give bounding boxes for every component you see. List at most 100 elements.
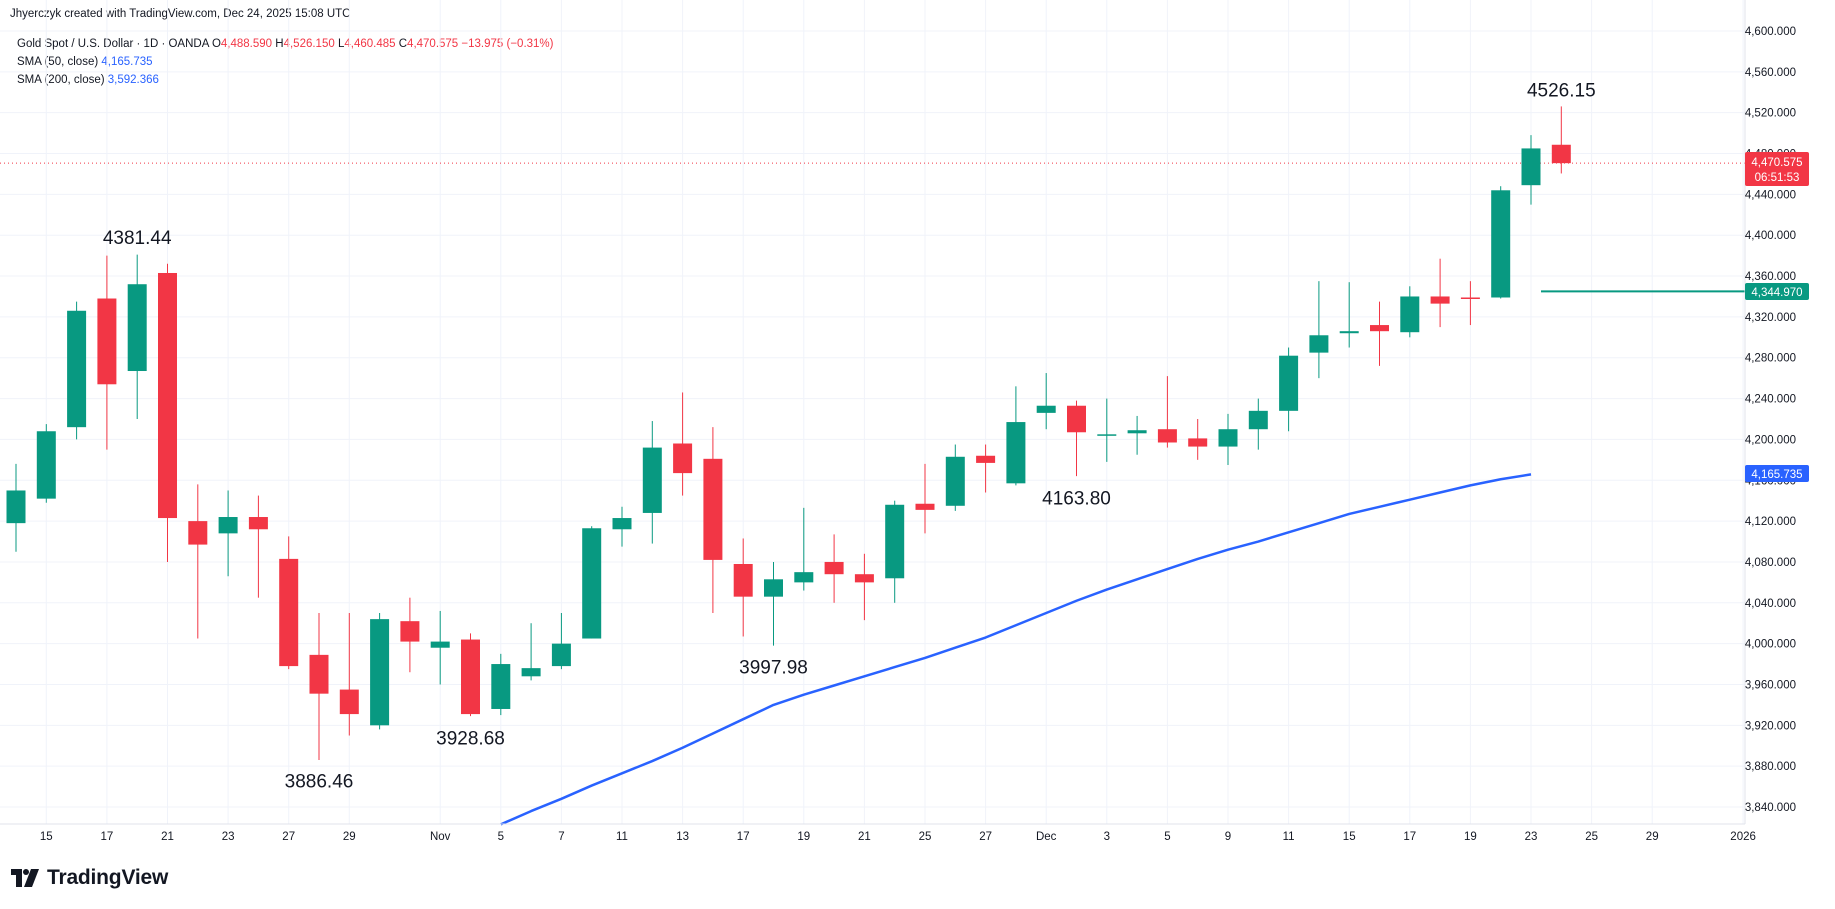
candle [430,610,450,685]
chart-attribution: Jhyerczyk created with TradingView.com, … [10,8,351,20]
y-tick-label: 4,400.000 [1745,230,1796,242]
candle [400,597,420,673]
candle-body [642,447,662,513]
y-tick-label: 4,280.000 [1745,353,1796,365]
candle-body [945,456,965,506]
candle [67,301,87,440]
candle [976,444,996,493]
price-annotation: 3886.46 [285,772,354,793]
x-tick-label: 23 [222,831,235,843]
x-tick-label: 19 [1464,831,1477,843]
x-tick-label: 27 [979,831,992,843]
candle [1036,373,1056,430]
y-tick-label: 3,840.000 [1745,802,1796,814]
horizontal-line-layer [0,162,1745,293]
candle [1218,413,1238,465]
x-tick-label: 5 [1164,831,1170,843]
candle [824,534,844,603]
candle [339,613,359,736]
candle-body [1491,190,1511,298]
candle [885,500,905,603]
candle-body [1521,148,1541,186]
candle [733,538,753,637]
x-tick-label: 25 [1585,831,1598,843]
price-annotation: 3928.68 [436,728,505,749]
price-tags: 4,470.575 06:51:53 4,344.970 4,165.735 [1745,152,1809,482]
sma50-row[interactable]: SMA (50, close) 4,165.735 [17,53,554,71]
last-price-tag: 4,470.575 06:51:53 [1745,152,1809,186]
tradingview-logo[interactable]: TradingView [11,866,168,890]
x-tick-label: Nov [430,831,451,843]
candle-body [67,310,87,428]
candle [36,424,56,503]
x-tick-label: 15 [40,831,53,843]
hline-price-tag: 4,344.970 [1745,283,1809,300]
tradingview-brand-name: TradingView [47,866,169,889]
candle-body [430,641,450,648]
x-tick-label: 21 [858,831,871,843]
candle-body [158,272,177,519]
y-tick-label: 3,920.000 [1745,720,1796,732]
y-tick-label: 3,880.000 [1745,761,1796,773]
candle [97,255,117,450]
candle-body [885,504,905,579]
high-label: H [275,38,284,50]
x-tick-label: 21 [161,831,174,843]
y-tick-label: 4,440.000 [1745,189,1796,201]
price-annotation: 4163.80 [1042,488,1111,509]
candle [582,526,602,639]
candle-body [1460,297,1480,299]
candle-body [218,517,238,534]
candle [673,392,693,496]
candle-body [1006,422,1026,484]
candle-body [248,517,268,530]
candle-body [521,668,541,677]
candle [703,427,723,613]
y-tick-label: 4,120.000 [1745,516,1796,528]
candle [158,263,177,562]
candle-body [824,561,844,575]
close-value: 4,470.575 [407,38,459,50]
candle-body [127,284,147,372]
candle [1006,386,1026,486]
x-tick-label: 17 [737,831,750,843]
candle-body [794,572,814,583]
y-tick-label: 4,000.000 [1745,639,1796,651]
candle [642,421,662,544]
candle-body [1370,325,1389,332]
candle-body [703,458,723,560]
low-value: 4,460.485 [344,38,396,50]
candle [1157,376,1177,448]
candle [521,623,541,681]
sma50-tag-value: 4,165.735 [1751,469,1802,481]
y-tick-label: 4,200.000 [1745,434,1796,446]
candle [248,495,268,598]
candle [945,444,965,511]
x-tick-label: 17 [1403,831,1416,843]
y-tick-label: 4,520.000 [1745,108,1796,120]
candle [1521,135,1541,205]
sma50-label: SMA (50, close) [17,56,99,68]
candle [915,463,935,534]
price-annotation: 4381.44 [103,228,172,249]
candle-body [1430,296,1450,304]
candle-body [279,558,299,667]
candle [1248,398,1268,450]
y-tick-label: 4,240.000 [1745,394,1796,406]
x-tick-label: 2026 [1730,831,1756,843]
high-value: 4,526.150 [283,38,335,50]
candle-body [915,503,935,510]
candle [1460,281,1480,326]
candle-body [1309,335,1329,353]
sma200-label: SMA (200, close) [17,74,105,86]
sma200-row[interactable]: SMA (200, close) 3,592.366 [17,71,554,89]
candle [6,463,26,552]
change-value: −13.975 (−0.31%) [461,38,554,50]
candle-body [764,579,783,597]
x-tick-label: 23 [1525,831,1538,843]
candle [1551,106,1571,174]
chart-legend: Gold Spot / U.S. Dollar · 1D · OANDA O4,… [17,35,554,89]
x-tick-label: 17 [101,831,114,843]
candle-body [370,619,390,726]
